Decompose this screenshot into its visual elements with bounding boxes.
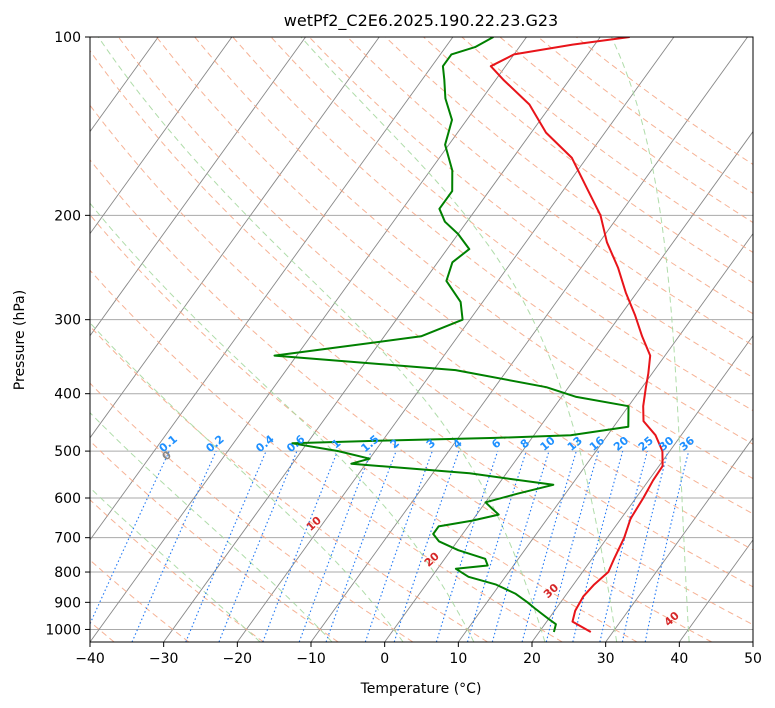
y-tick-label: 800 [54, 565, 81, 581]
isotherm-line [90, 37, 454, 541]
x-axis-label: Temperature (°C) [360, 681, 482, 697]
dry-adiabat-line [90, 325, 488, 642]
mixing-ratio-line [185, 450, 267, 642]
isotherm-line [605, 437, 753, 642]
dry-adiabat-line [385, 37, 753, 315]
mixing-ratio-line [466, 450, 527, 642]
isotherm-line [678, 539, 753, 642]
x-tick-label: −10 [296, 651, 326, 667]
isotherm-line [163, 37, 601, 642]
y-tick-label: 400 [54, 387, 81, 403]
x-tick-label: 10 [449, 651, 467, 667]
y-tick-label: 600 [54, 491, 81, 507]
plot-frame [89, 36, 754, 643]
dry-adiabat-line [90, 159, 712, 642]
mixing-ratio-line [364, 450, 433, 642]
mixing-ratio-line [218, 450, 298, 642]
y-tick-label: 100 [54, 30, 81, 46]
dry-adiabat-line [90, 104, 753, 626]
chart-title: wetPf2_C2E6.2025.190.22.23.G23 [284, 11, 558, 31]
dry-adiabat-line [194, 37, 753, 480]
dewpoint-profile-line [273, 37, 630, 633]
mixing-ratio-line [491, 450, 550, 642]
dry-adiabat-line [90, 214, 638, 642]
isotherm-line [90, 37, 233, 235]
y-tick-label: 500 [54, 444, 81, 460]
y-tick-label: 200 [54, 208, 81, 224]
dry-adiabat-line [118, 37, 753, 551]
y-tick-label: 700 [54, 531, 81, 547]
y-tick-label: 1000 [45, 622, 81, 638]
temperature-profile-line [489, 37, 664, 633]
isotherm-line [90, 37, 306, 337]
moist-adiabat-line [90, 322, 404, 642]
dry-adiabat-line [90, 49, 753, 588]
x-tick-label: −20 [223, 651, 253, 667]
x-tick-label: 50 [744, 651, 762, 667]
moist-adiabat-line [611, 37, 690, 642]
y-tick-label: 900 [54, 595, 81, 611]
dry-adiabat-line [90, 269, 563, 642]
isotherm-line [531, 334, 753, 642]
y-axis-label: Pressure (hPa) [12, 290, 28, 390]
dry-adiabat-line [156, 37, 753, 515]
x-tick-label: −30 [149, 651, 179, 667]
isotherm-line [457, 232, 753, 642]
mixing-ratio-line [298, 450, 372, 642]
y-tick-label: 300 [54, 313, 81, 329]
isotherm-line [236, 37, 675, 642]
x-tick-label: 40 [670, 651, 688, 667]
x-tick-label: −40 [75, 651, 105, 667]
isotherm-line [90, 37, 380, 439]
mixing-ratio-line [435, 450, 499, 642]
mixing-ratio-line [131, 450, 217, 642]
x-tick-label: 20 [523, 651, 541, 667]
moist-adiabat-line [90, 202, 475, 642]
dry-adiabat-line [90, 382, 414, 642]
isotherm-line [384, 130, 753, 642]
isotherm-line [90, 37, 527, 642]
x-tick-label: 0 [380, 651, 389, 667]
mixing-ratio-line [644, 450, 690, 642]
moist-adiabat-line [90, 487, 261, 642]
mixing-ratio-line [621, 450, 669, 642]
x-tick-label: 30 [597, 651, 615, 667]
dry-adiabat-line [232, 37, 753, 445]
mixing-ratio-line [599, 450, 648, 642]
dry-adiabat-line [423, 37, 753, 284]
moist-adiabat-line [97, 37, 546, 642]
mixing-ratio-line [521, 450, 577, 642]
mixing-ratio-line [262, 450, 339, 642]
mixing-ratio-line [325, 450, 397, 642]
mixing-ratio-line [393, 450, 460, 642]
mixing-ratio-line [545, 450, 600, 642]
dry-adiabat-line [270, 37, 753, 412]
mixing-ratio-line [572, 450, 624, 642]
moist-adiabat-line [300, 37, 618, 642]
